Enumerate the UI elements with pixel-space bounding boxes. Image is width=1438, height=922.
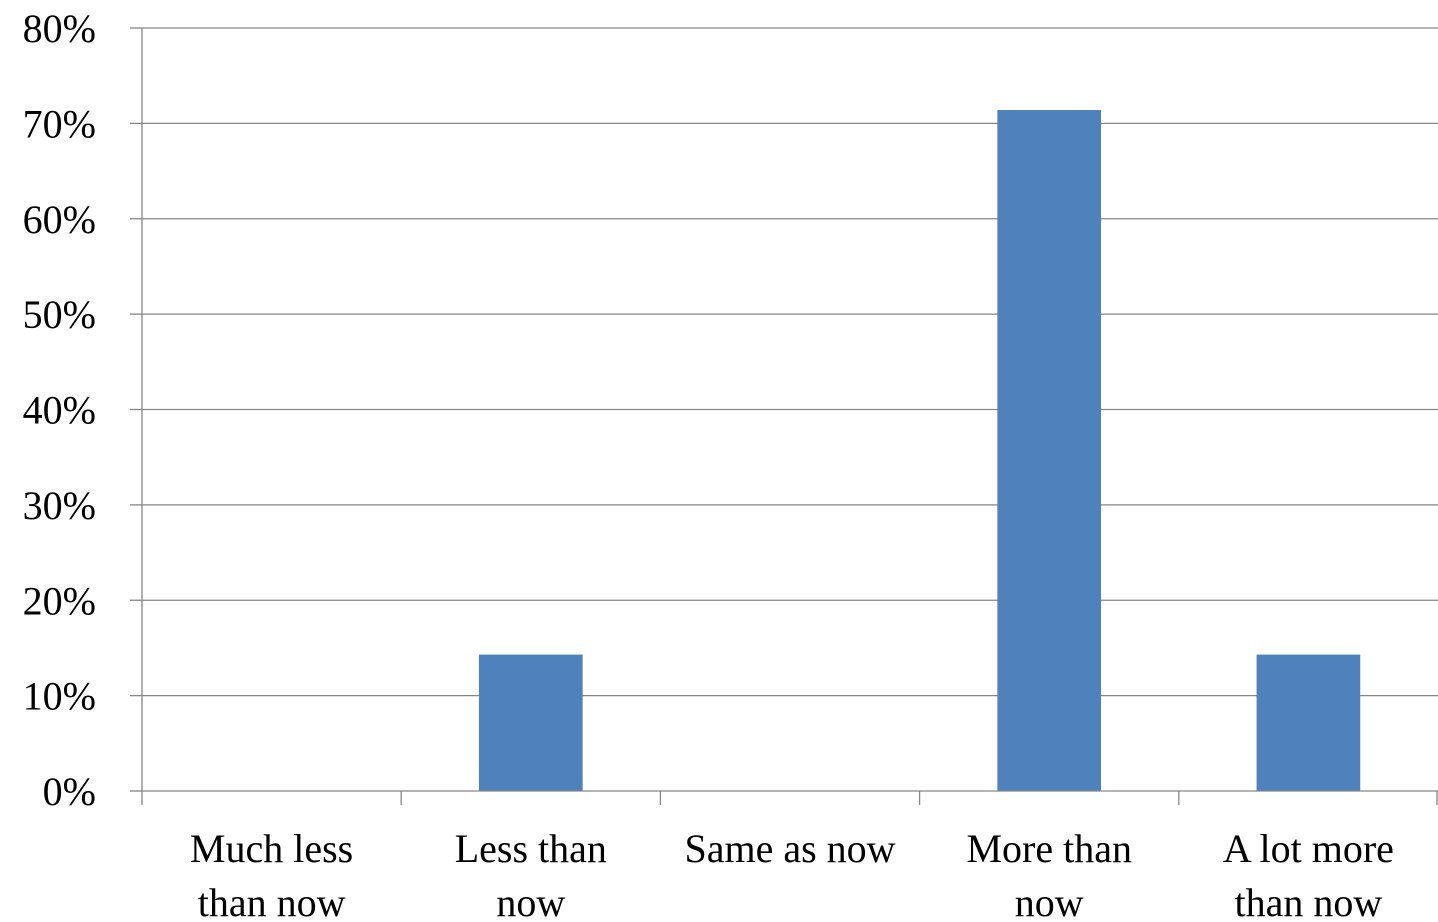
bar bbox=[997, 110, 1102, 791]
y-tick-label: 20% bbox=[23, 578, 96, 623]
y-tick-labels: 0% 10% 20% 30% 40% 50% 60% 70% 80% bbox=[23, 6, 96, 814]
x-tick-label: Same as now bbox=[684, 826, 895, 871]
x-tick-label-line: A lot more bbox=[1223, 826, 1394, 871]
y-tick-label: 80% bbox=[23, 6, 96, 51]
x-tick-label-line: than now bbox=[1235, 880, 1383, 922]
category-labels: Much less than now Less than now Same as now… bbox=[190, 826, 1394, 922]
bars bbox=[478, 110, 1361, 791]
y-tick-label: 40% bbox=[23, 388, 96, 433]
y-tick-label: 60% bbox=[23, 197, 96, 242]
y-tick-label: 10% bbox=[23, 674, 96, 719]
y-tick-label: 0% bbox=[43, 769, 96, 814]
axes bbox=[130, 27, 1438, 805]
x-tick-label: Much less than now bbox=[190, 826, 353, 922]
x-tick-label-line: Same as now bbox=[684, 826, 895, 871]
x-tick-label-line: More than bbox=[966, 826, 1132, 871]
y-tick-label: 30% bbox=[23, 483, 96, 528]
bar bbox=[1256, 654, 1361, 791]
x-tick-label-line: Much less bbox=[190, 826, 353, 871]
y-tick-label: 50% bbox=[23, 292, 96, 337]
x-tick-label: More than now bbox=[966, 826, 1132, 922]
x-tick-label-line: now bbox=[496, 880, 565, 922]
y-tick-label: 70% bbox=[23, 101, 96, 146]
gridlines bbox=[142, 27, 1438, 697]
bar bbox=[478, 654, 583, 791]
x-tick-label: Less than now bbox=[455, 826, 607, 922]
x-tick-label: A lot more than now bbox=[1223, 826, 1394, 922]
x-tick-label-line: now bbox=[1015, 880, 1084, 922]
x-tick-label-line: Less than bbox=[455, 826, 607, 871]
x-tick-label-line: than now bbox=[198, 880, 346, 922]
